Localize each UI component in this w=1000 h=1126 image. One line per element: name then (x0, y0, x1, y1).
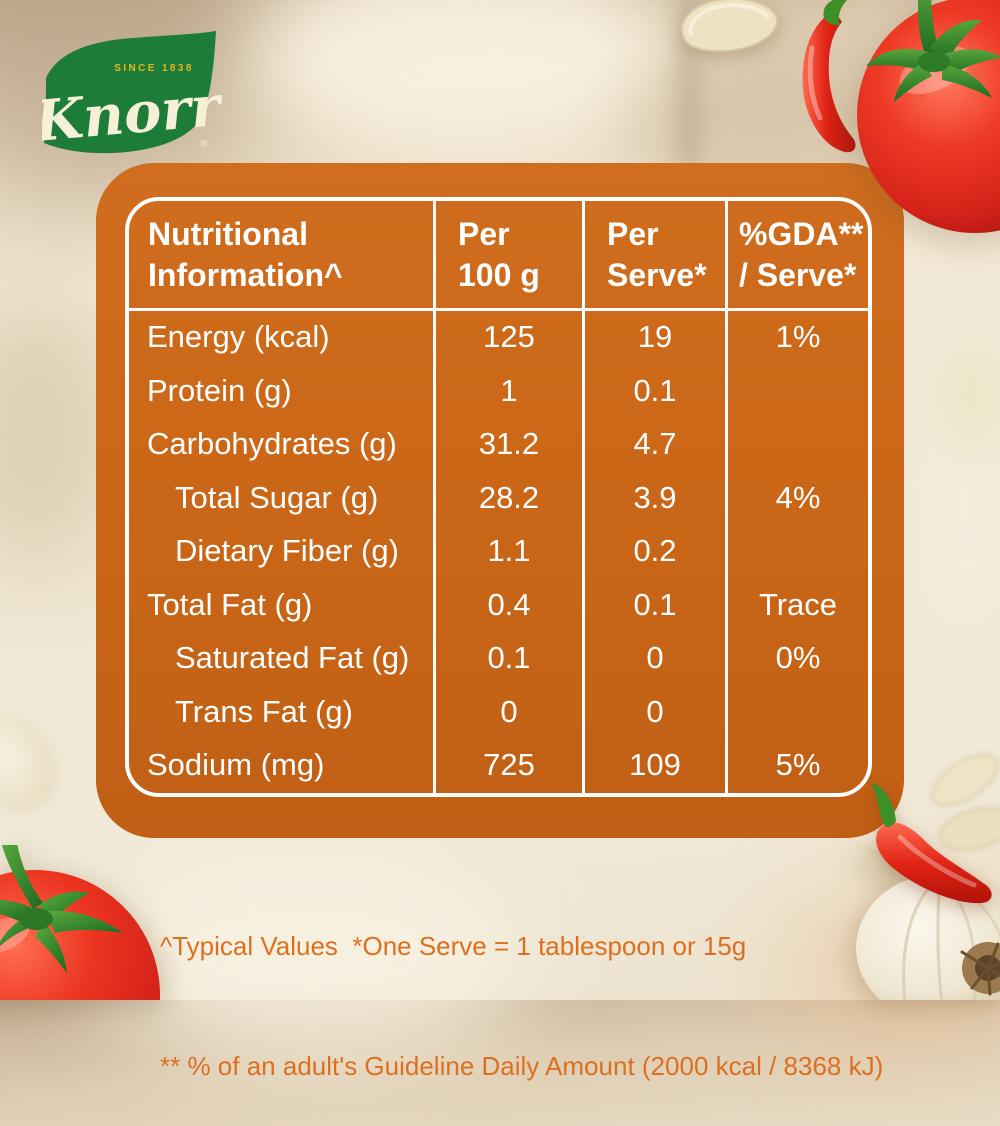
value-gda (725, 418, 868, 472)
knorr-logo: SINCE 1838 Knorr ® (42, 31, 222, 155)
value-gda: 5% (725, 739, 868, 793)
logo-wordmark: Knorr (42, 73, 222, 155)
header-nutritional-information: Nutritional Information^ (129, 201, 433, 311)
tomato-image-bottom-left (0, 845, 160, 1000)
value-per100g: 0.4 (433, 578, 582, 632)
value-per-serve: 0.1 (582, 364, 725, 418)
value-per100g: 1 (433, 364, 582, 418)
nutrition-panel: Nutritional Information^ Per 100 g Per S… (96, 163, 904, 838)
value-per-serve: 3.9 (582, 471, 725, 525)
footnote-typical-values: ^Typical Values *One Serve = 1 tablespoo… (160, 931, 747, 961)
value-per100g: 0.1 (433, 632, 582, 686)
value-gda (725, 364, 868, 418)
value-per100g: 725 (433, 739, 582, 793)
value-gda (725, 685, 868, 739)
value-per100g: 28.2 (433, 471, 582, 525)
value-per100g: 0 (433, 685, 582, 739)
row-label-carbohydrates: Carbohydrates (g) (147, 426, 397, 462)
value-per-serve: 19 (582, 311, 725, 365)
row-label-energy: Energy (kcal) (147, 319, 330, 355)
value-per-serve: 0.1 (582, 578, 725, 632)
row-label-protein: Protein (g) (147, 372, 292, 408)
header-per-100g: Per 100 g (433, 201, 582, 311)
value-per100g: 31.2 (433, 418, 582, 472)
value-per-serve: 0 (582, 685, 725, 739)
value-gda: 1% (725, 311, 868, 365)
tomato-stem (0, 845, 123, 973)
value-gda: 0% (725, 632, 868, 686)
header-per-serve: Per Serve* (582, 201, 725, 311)
value-gda: 4% (725, 471, 868, 525)
value-per100g: 1.1 (433, 525, 582, 579)
footnotes: ^Typical Values *One Serve = 1 tablespoo… (160, 846, 883, 1126)
value-per-serve: 0.2 (582, 525, 725, 579)
row-label-trans-fat: Trans Fat (g) (175, 693, 353, 729)
value-per-serve: 109 (582, 739, 725, 793)
value-gda: Trace (725, 578, 868, 632)
registered-mark: ® (200, 139, 208, 150)
row-label-total-sugar: Total Sugar (g) (175, 479, 379, 515)
footnote-gda-definition: ** % of an adult's Guideline Daily Amoun… (160, 1051, 884, 1081)
background-blur-blob (250, 0, 680, 160)
header-gda-per-serve: %GDA** / Serve* (725, 201, 868, 311)
value-gda (725, 525, 868, 579)
pumpkin-seed-image-top (680, 0, 779, 53)
nutrition-table: Nutritional Information^ Per 100 g Per S… (125, 197, 872, 797)
row-label-sodium: Sodium (mg) (147, 747, 325, 783)
garlic-roots (960, 942, 1000, 996)
tomato-stem (866, 0, 1000, 102)
background-blur-blob (935, 350, 1000, 460)
background-blur-blob (900, 370, 1000, 640)
value-per-serve: 4.7 (582, 418, 725, 472)
chili-image-top-right (802, 0, 856, 153)
chili-stem (823, 0, 848, 26)
cabinet-edge-blur (676, 0, 702, 170)
value-per-serve: 0 (582, 632, 725, 686)
row-label-saturated-fat: Saturated Fat (g) (175, 640, 410, 676)
logo-tagline: SINCE 1838 (114, 63, 194, 74)
row-label-dietary-fiber: Dietary Fiber (g) (175, 533, 399, 569)
value-per100g: 125 (433, 311, 582, 365)
garlic-clove-image-left (0, 705, 69, 823)
row-label-total-fat: Total Fat (g) (147, 586, 313, 622)
